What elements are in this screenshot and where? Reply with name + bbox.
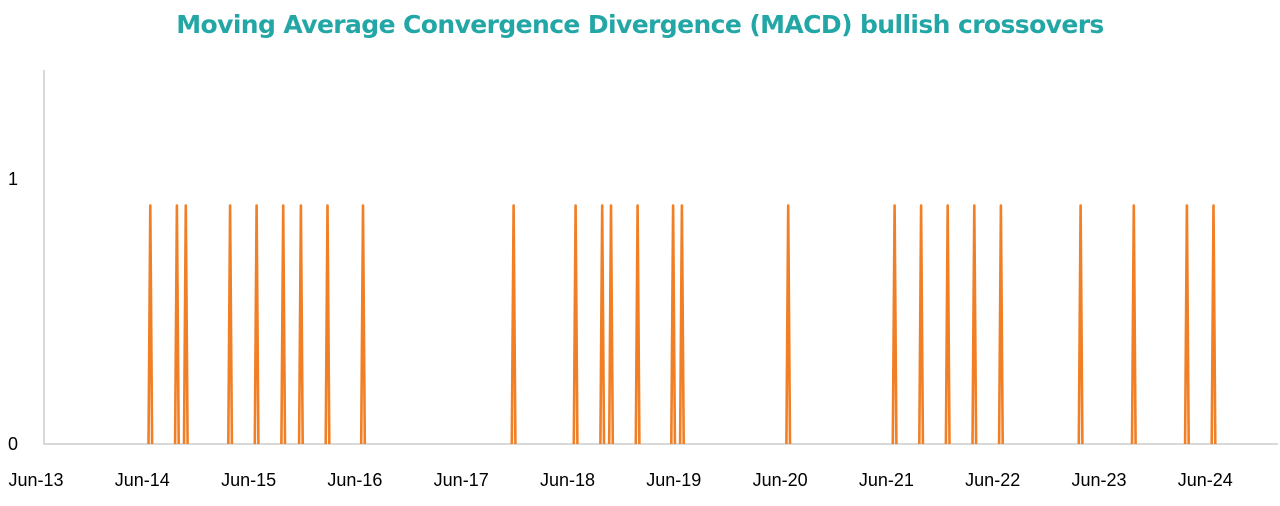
crossover-spike-24 (1130, 204, 1137, 445)
x-tick-label: Jun-22 (965, 470, 1020, 490)
x-tick-label: Jun-24 (1178, 470, 1233, 490)
x-tick-label: Jun-20 (753, 470, 808, 490)
crossover-spike-13 (607, 204, 615, 445)
crossover-spike-5 (253, 204, 260, 445)
crossover-spike-6 (280, 204, 287, 445)
y-tick-label: 0 (8, 434, 18, 454)
crossover-spike-17 (785, 204, 792, 445)
crossover-spike-14 (634, 204, 641, 445)
crossover-spike-9 (359, 204, 367, 445)
x-tick-label: Jun-21 (859, 470, 914, 490)
y-tick-label: 1 (8, 169, 18, 189)
crossover-spike-25 (1183, 204, 1190, 445)
x-tick-label: Jun-13 (8, 470, 63, 490)
crossover-spike-21 (971, 204, 978, 445)
x-tick-label: Jun-17 (434, 470, 489, 490)
crossover-spike-4 (227, 204, 234, 445)
crossover-spike-7 (297, 204, 304, 445)
x-tick-labels: Jun-13 Jun-14 Jun-15 Jun-16 Jun-17 Jun-18 Jun-… (8, 470, 1232, 490)
crossover-spike-15 (670, 204, 677, 445)
x-tick-label: Jun-14 (115, 470, 170, 490)
x-tick-label: Jun-16 (327, 470, 382, 490)
series-marks (147, 204, 1217, 445)
x-tick-label: Jun-19 (646, 470, 701, 490)
crossover-spike-2 (173, 204, 180, 445)
crossover-spike-1 (147, 204, 154, 445)
crossover-spike-20 (944, 204, 951, 445)
crossover-spike-26 (1210, 204, 1217, 445)
crossover-spike-10 (510, 204, 517, 445)
x-tick-label: Jun-15 (221, 470, 276, 490)
crossover-spike-8 (324, 204, 331, 445)
crossover-spike-11 (572, 204, 579, 445)
crossover-spike-18 (891, 204, 898, 445)
crossover-spike-16 (678, 204, 685, 445)
x-tick-label: Jun-23 (1071, 470, 1126, 490)
y-tick-labels: 01 (8, 169, 18, 454)
axes (43, 70, 1278, 445)
crossover-spike-3 (182, 204, 189, 445)
crossover-spike-12 (599, 204, 606, 445)
crossover-spike-22 (997, 204, 1004, 445)
chart-title: Moving Average Convergence Divergence (M… (176, 10, 1104, 39)
crossover-spike-23 (1077, 204, 1084, 445)
crossover-spike-19 (918, 204, 925, 445)
x-tick-label: Jun-18 (540, 470, 595, 490)
